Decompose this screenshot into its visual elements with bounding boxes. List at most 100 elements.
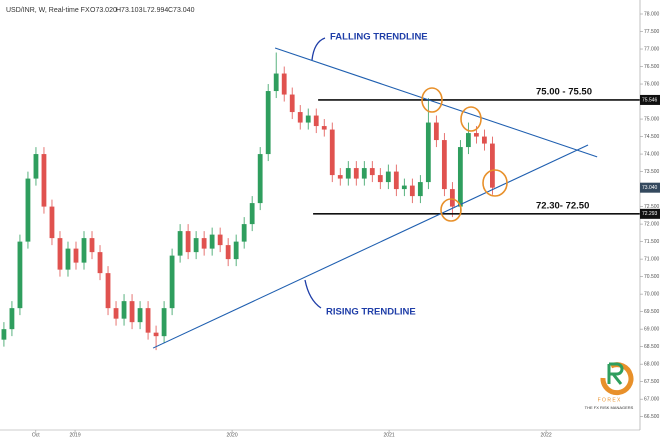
y-tick-label: 77.500	[644, 29, 660, 35]
ohlc-open: O73.020	[90, 7, 117, 14]
candle-body	[457, 147, 463, 207]
candle-body	[145, 308, 151, 333]
y-tick-label: 76.000	[644, 81, 660, 87]
candle-body	[89, 238, 95, 253]
last-price-tag	[640, 182, 660, 193]
ohlc-close: C73.040	[168, 7, 195, 14]
circle	[440, 198, 462, 222]
circle	[482, 169, 508, 197]
candle-body	[417, 182, 423, 197]
x-tick-label: 2022	[541, 432, 552, 438]
candle-body	[97, 252, 103, 274]
candle-body	[425, 122, 431, 183]
y-tick-label: 66.500	[644, 414, 660, 420]
candle-body	[353, 168, 359, 179]
candle-body	[65, 248, 71, 270]
candle-body	[169, 255, 175, 309]
y-tick-label: 72.500	[644, 204, 660, 210]
price-tag-label: 72.293	[642, 211, 658, 217]
logo-name: F O R E X	[598, 397, 621, 403]
candle-body	[9, 308, 15, 330]
candle-body	[105, 273, 111, 309]
candle-body	[273, 73, 279, 92]
marks-layer	[1, 47, 640, 351]
candle-body	[361, 168, 367, 179]
candle-body	[329, 129, 335, 176]
candle-body	[193, 238, 199, 253]
price-tag	[640, 94, 660, 105]
x-tick-label: 2020	[227, 432, 238, 438]
y-tick-label: 78.000	[644, 11, 660, 17]
candle-body	[177, 231, 183, 256]
y-tick-label: 70.000	[644, 291, 660, 297]
candle-body	[337, 175, 343, 179]
candle-body	[481, 136, 487, 144]
candle-body	[217, 234, 223, 246]
candle-body	[490, 143, 495, 188]
candle-body	[473, 133, 479, 137]
candle-body	[289, 94, 295, 113]
arrow	[311, 37, 326, 61]
last-price-label: 73.040	[642, 185, 658, 191]
y-tick-label: 71.000	[644, 256, 660, 262]
circle	[460, 106, 482, 132]
candle-body	[401, 185, 407, 190]
y-tick-label: 74.500	[644, 134, 660, 140]
candle-body	[225, 245, 231, 260]
candle-body	[257, 154, 263, 204]
candle-body	[441, 140, 447, 190]
candle-body	[1, 329, 7, 340]
circle	[421, 87, 443, 113]
candle-body	[209, 234, 215, 249]
y-tick-label: 69.000	[644, 326, 660, 332]
ohlc-low: L72.994	[143, 7, 168, 14]
y-tick-label: 69.500	[644, 309, 660, 315]
candle-body	[265, 91, 271, 155]
candle-body	[129, 301, 135, 323]
candle-body	[161, 308, 167, 337]
candle-body	[153, 332, 159, 337]
candle-body	[57, 238, 63, 270]
y-tick-label: 76.500	[644, 64, 660, 70]
arrow	[304, 279, 322, 309]
candle-body	[73, 248, 79, 263]
candle-body	[281, 73, 287, 95]
candle-body	[345, 168, 351, 179]
trendline-label: RISING TRENDLINE	[326, 307, 416, 318]
trendline	[274, 47, 598, 158]
candle-body	[465, 133, 471, 148]
y-tick-label: 74.000	[644, 151, 660, 157]
y-tick-label: 71.500	[644, 239, 660, 245]
candle-body	[377, 175, 383, 183]
candle-body	[185, 231, 191, 253]
candle-body	[385, 171, 391, 183]
x-tick-label: Oct	[32, 432, 40, 438]
price-tag	[640, 208, 660, 219]
chart-title: USD/INR, W, Real-time FX	[6, 7, 90, 14]
candle-body	[393, 171, 399, 190]
candle-body	[41, 154, 47, 207]
logo-tagline: THE FX RISK MANAGERS	[585, 405, 634, 410]
trendline-label: FALLING TRENDLINE	[330, 32, 428, 43]
y-tick-label: 67.000	[644, 397, 660, 403]
candle-body	[233, 241, 239, 260]
y-tick-label: 72.000	[644, 221, 660, 227]
candle-body	[113, 308, 119, 319]
candle-body	[121, 301, 127, 319]
ohlc-high: H73.103	[116, 7, 143, 14]
candle-body	[249, 203, 255, 225]
candle-body	[369, 168, 375, 176]
candle-body	[201, 238, 207, 249]
x-tick-label: 2021	[384, 432, 395, 438]
candle-body	[433, 122, 439, 141]
y-tick-label: 67.500	[644, 379, 660, 385]
candle-body	[297, 112, 303, 123]
candle-body	[409, 185, 415, 197]
y-tick-label: 70.500	[644, 274, 660, 280]
candle-body	[25, 178, 31, 242]
trendline	[152, 144, 589, 349]
candle-body	[81, 238, 87, 263]
candle-body	[49, 206, 55, 239]
